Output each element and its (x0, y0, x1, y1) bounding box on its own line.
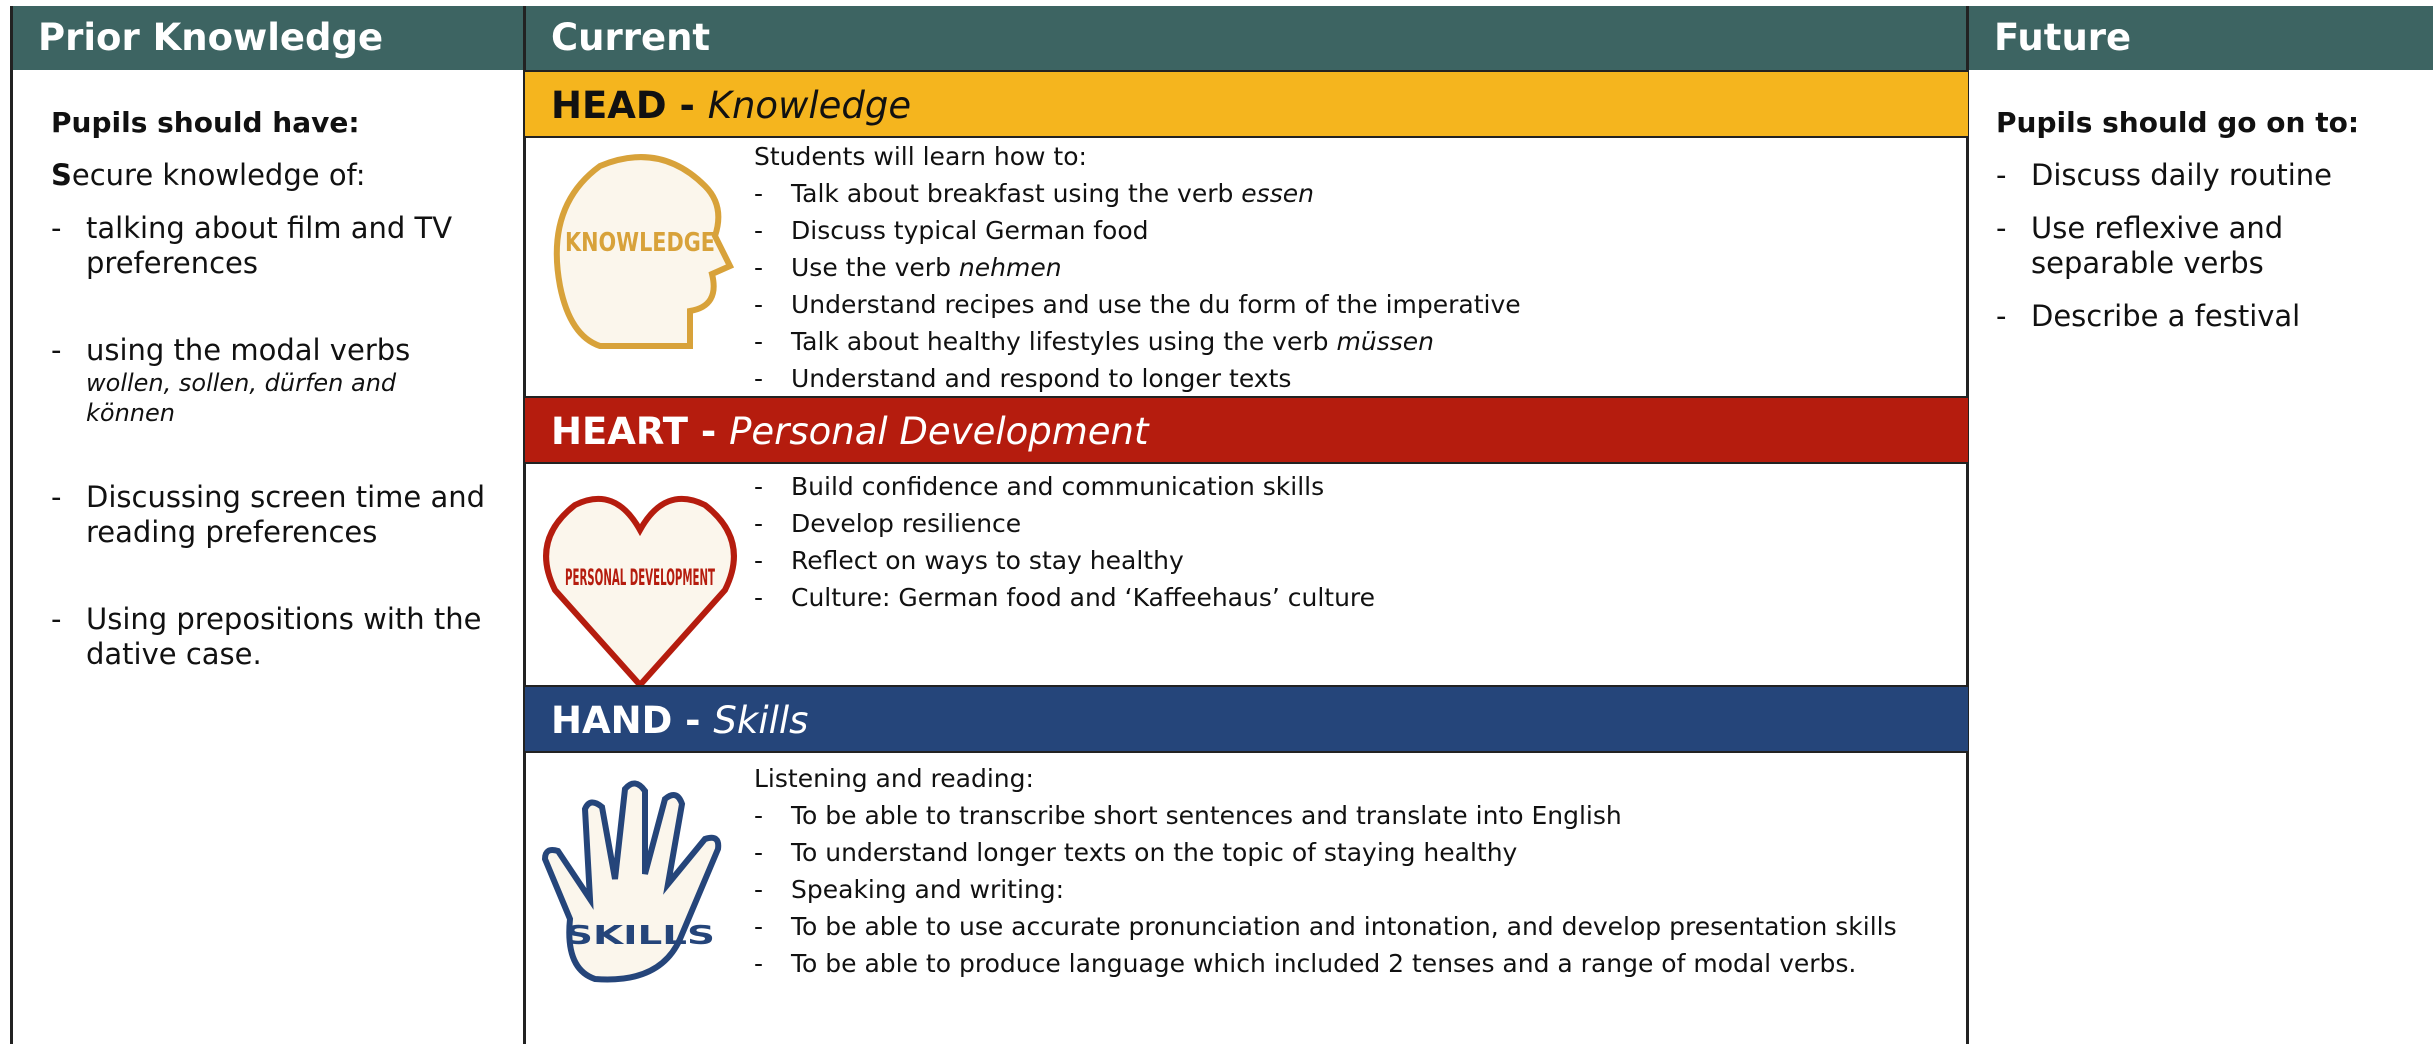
section-bar: HEART - Personal Development (525, 396, 1968, 464)
list-item: talking about film and TV preferences (51, 211, 491, 281)
list-item: Use reflexive and separable verbs (1996, 211, 2396, 281)
icon-label: SKILLS (565, 921, 715, 951)
item-text: Describe a festival (2031, 299, 2301, 333)
list-item: Understand and respond to longer texts (754, 360, 1521, 397)
column-border (10, 6, 13, 1044)
list-item: Discuss daily routine (1996, 158, 2396, 193)
item-text: Discussing screen time and reading prefe… (86, 480, 486, 549)
intro-initial: S (51, 158, 72, 192)
icon-label: PERSONAL DEVELOPMENT (565, 566, 715, 591)
column-header: Current (525, 6, 1968, 70)
item-text: To understand longer texts on the topic … (791, 838, 1518, 867)
item-text: Use reflexive and separable verbs (2031, 211, 2284, 280)
list-item: Talk about healthy lifestyles using the … (754, 323, 1521, 360)
item-text: To be able to transcribe short sentences… (791, 801, 1622, 830)
list-item: Using prepositions with the dative case. (51, 602, 491, 672)
section-lines: Build confidence and communication skill… (754, 468, 1375, 616)
column-border (1966, 6, 1969, 1044)
section-sublabel: Knowledge (707, 84, 912, 127)
list-item: Talk about breakfast using the verb esse… (754, 175, 1521, 212)
list-item: To be able to use accurate pronunciation… (754, 908, 1897, 945)
section-icon: SKILLS (541, 780, 722, 983)
item-text: Using prepositions with the dative case. (86, 602, 482, 671)
intro-line: Students will learn how to: (754, 142, 1087, 171)
section-lines: Listening and reading: To be able to tran… (754, 760, 1897, 982)
list-item: To be able to transcribe short sentences… (754, 797, 1897, 834)
section-bar: HEAD - Knowledge (525, 70, 1968, 138)
item-text: Talk about breakfast using the verb (791, 179, 1242, 208)
item-text: Use the verb (791, 253, 959, 282)
item-emphasis: müssen (1336, 327, 1434, 356)
section-label: HEAD - (551, 84, 708, 127)
item-text: talking about film and TV preferences (86, 211, 453, 280)
item-text: Understand and respond to longer texts (791, 364, 1292, 393)
icon-outline (553, 154, 735, 349)
icon-outline (543, 495, 737, 690)
column-header: Prior Knowledge (12, 6, 525, 70)
item-text: Speaking and writing: (791, 875, 1065, 904)
list-item: Speaking and writing: (754, 871, 1897, 908)
list-item: Discussing screen time and reading prefe… (51, 480, 491, 550)
section-bar: HAND - Skills (525, 685, 1968, 753)
item-text: Build confidence and communication skill… (791, 472, 1325, 501)
section-label: HEART - (551, 410, 730, 453)
list-item: Reflect on ways to stay healthy (754, 542, 1375, 579)
item-text: Reflect on ways to stay healthy (791, 546, 1184, 575)
list-item: To be able to produce language which inc… (754, 945, 1897, 982)
section-icon: PERSONAL DEVELOPMENT (543, 495, 737, 690)
list-item: To understand longer texts on the topic … (754, 834, 1897, 871)
intro-text: ecure knowledge of: (71, 158, 366, 192)
item-text: To be able to produce language which inc… (791, 949, 1857, 978)
item-emphasis: wollen, sollen, dürfen and können (86, 369, 397, 427)
item-emphasis: nehmen (958, 253, 1062, 282)
section-icon: KNOWLEDGE (553, 154, 735, 349)
list-item: Discuss typical German food (754, 212, 1521, 249)
item-text: To be able to use accurate pronunciation… (791, 912, 1897, 941)
item-text: Understand recipes and use the du form o… (791, 290, 1521, 319)
prior-column: Pupils should have: Secure knowledge of:… (51, 105, 491, 724)
section-lines: Students will learn how to: Talk about br… (754, 138, 1521, 397)
list-item: Culture: German food and ‘Kaffeehaus’ cu… (754, 579, 1375, 616)
icon-outline (541, 780, 722, 983)
section-label: HAND - (551, 699, 714, 742)
item-text: Talk about healthy lifestyles using the … (791, 327, 1337, 356)
item-emphasis: essen (1241, 179, 1314, 208)
list-item: Build confidence and communication skill… (754, 468, 1375, 505)
section-sublabel: Personal Development (729, 410, 1149, 453)
intro-line: Listening and reading: (754, 764, 1034, 793)
future-column: Pupils should go on to: Discuss daily ro… (1996, 105, 2396, 352)
list-item: Describe a festival (1996, 299, 2396, 334)
list-item: Understand recipes and use the du form o… (754, 286, 1521, 323)
heading: Pupils should have: (51, 106, 360, 139)
list-item: Use the verb nehmen (754, 249, 1521, 286)
icon-label: KNOWLEDGE (565, 228, 715, 258)
item-text: Discuss daily routine (2031, 158, 2332, 192)
intro: Secure knowledge of: (51, 158, 491, 193)
column-header: Future (1968, 6, 2433, 70)
item-text: Culture: German food and ‘Kaffeehaus’ cu… (791, 583, 1376, 612)
heading: Pupils should go on to: (1996, 106, 2360, 139)
item-text: using the modal verbs (86, 333, 411, 367)
column-border (523, 6, 526, 1044)
list-item: Develop resilience (754, 505, 1375, 542)
item-text: Discuss typical German food (791, 216, 1149, 245)
section-sublabel: Skills (713, 699, 809, 742)
item-text: Develop resilience (791, 509, 1022, 538)
